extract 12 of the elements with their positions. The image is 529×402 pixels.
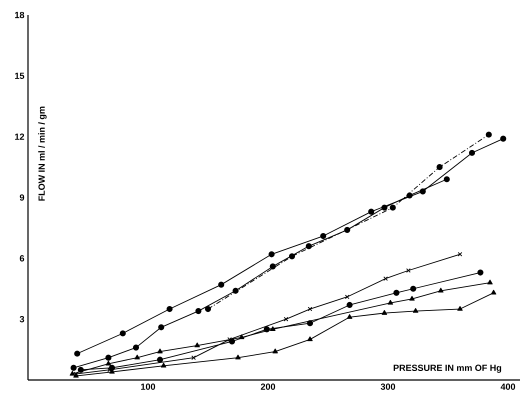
- x-tick-label: 400: [500, 384, 516, 390]
- y-tick-label: 12: [15, 134, 24, 140]
- x-tick-label: 100: [141, 384, 156, 390]
- x-tick-label: 300: [380, 384, 396, 390]
- x-axis-title: PRESSURE IN mm OF Hg: [394, 364, 502, 373]
- x-tick-label: 200: [260, 384, 276, 390]
- y-tick-label: 18: [15, 12, 24, 18]
- y-tick-label: 9: [20, 194, 24, 201]
- y-tick-label: 6: [20, 255, 24, 262]
- y-tick-label: 15: [15, 72, 24, 79]
- y-axis-title: FLOW IN ml / min / gm: [38, 106, 47, 201]
- y-tick-label: 3: [20, 316, 24, 322]
